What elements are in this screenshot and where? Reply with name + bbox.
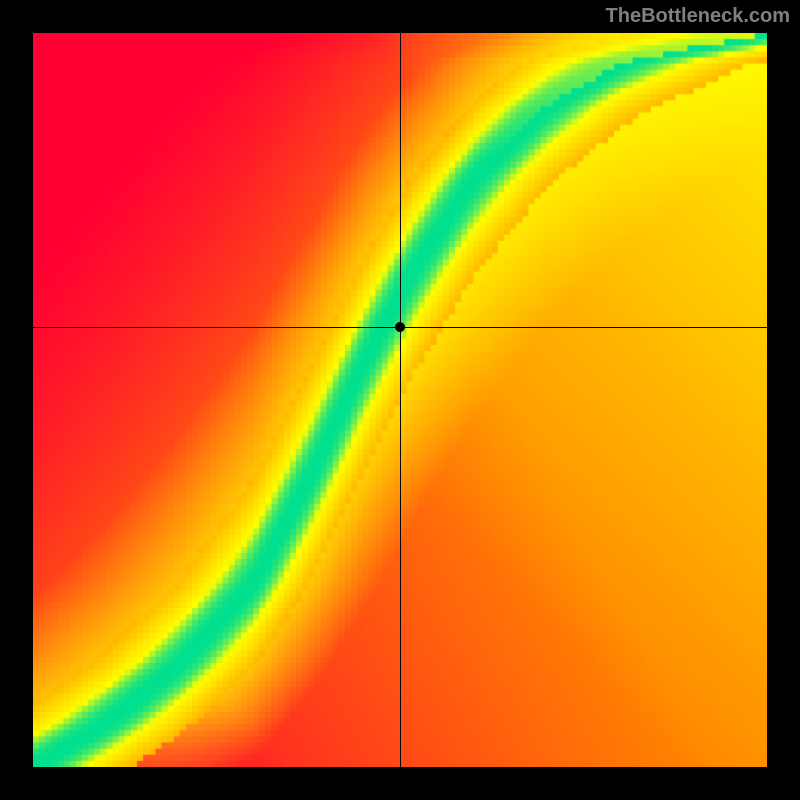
marker-dot	[395, 322, 405, 332]
watermark-text: TheBottleneck.com	[606, 5, 790, 28]
crosshair-vertical	[400, 33, 401, 767]
plot-area	[33, 33, 767, 767]
